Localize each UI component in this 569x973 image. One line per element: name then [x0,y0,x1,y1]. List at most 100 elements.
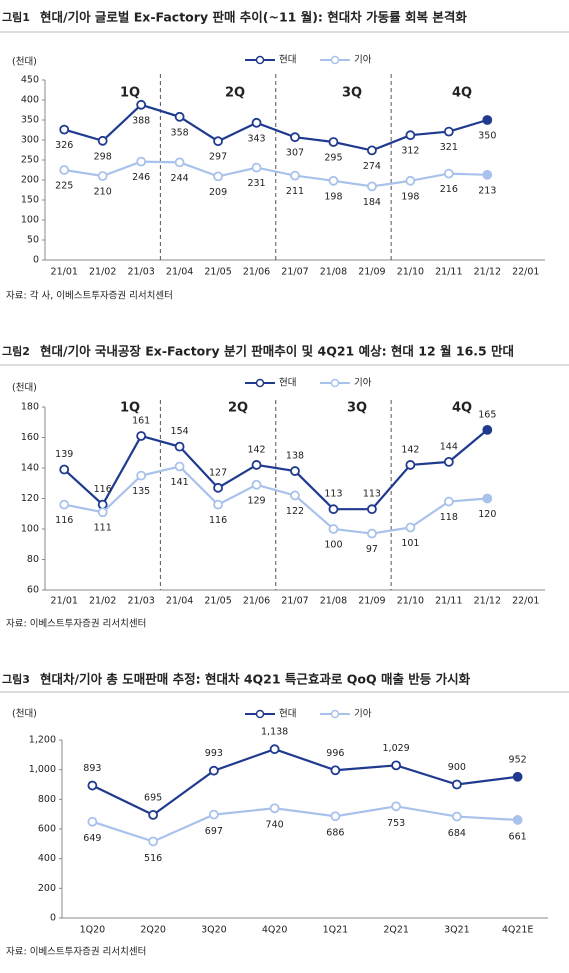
y-tick-label: 600 [38,824,56,835]
y-tick-label: 140 [21,463,39,474]
data-label: 686 [326,828,344,839]
data-label: 129 [247,495,265,506]
data-point [482,493,493,504]
data-label: 244 [171,173,189,184]
data-label: 111 [94,523,112,534]
data-point [512,771,523,782]
legend-marker [255,709,265,719]
quarter-label: 2Q [225,86,245,101]
y-tick-label: 800 [38,794,56,805]
x-tick-label: 21/11 [435,267,462,278]
data-point [59,464,70,475]
legend-label: 기아 [354,378,372,389]
x-tick-label: 21/02 [89,596,116,607]
data-label: 165 [478,409,496,420]
data-label: 952 [509,754,527,765]
data-point [451,811,462,822]
x-tick-label: 21/01 [51,596,78,607]
data-point [405,130,416,141]
data-point [443,168,454,179]
quarter-label: 4Q [452,86,472,101]
data-point [290,466,300,476]
y-axis-label: (천대) [12,57,37,68]
data-label: 350 [478,131,496,142]
data-label: 695 [144,792,162,803]
data-point [391,801,402,812]
y-tick-label: 200 [21,175,39,186]
x-tick-label: 21/08 [320,596,347,607]
data-point [251,162,262,173]
data-label: 246 [132,172,150,183]
legend-marker [330,378,340,388]
y-tick-label: 200 [38,883,56,894]
x-tick-label: 21/07 [281,267,308,278]
data-point [443,456,454,467]
data-label: 141 [171,477,189,488]
data-point [330,765,341,776]
data-label: 116 [94,484,112,495]
x-tick-label: 21/04 [166,596,193,607]
series-line [63,429,489,511]
series-line [91,748,518,817]
legend-marker [255,378,265,388]
data-label: 358 [171,127,189,138]
data-label: 516 [144,853,162,864]
x-tick-label: 4Q21E [502,925,534,936]
data-label: 127 [209,467,227,478]
x-tick-label: 21/10 [397,267,424,278]
data-label: 307 [286,148,304,159]
data-point [269,803,280,814]
data-point [512,815,523,825]
data-point [251,117,262,128]
data-point [251,479,262,490]
x-tick-label: 21/05 [204,596,231,607]
data-label: 893 [83,763,101,774]
data-label: 297 [209,152,227,163]
data-point [87,816,98,827]
data-point [213,171,223,182]
data-label: 142 [401,444,419,455]
data-label: 144 [440,441,458,452]
legend-marker [330,709,340,719]
x-tick-label: 3Q21 [444,925,470,936]
figure-label: 그림1 [2,11,30,24]
x-tick-label: 21/02 [89,267,116,278]
data-point [97,171,108,181]
data-label: 225 [55,181,73,192]
data-point [328,175,339,186]
source: 자료: 각 사, 이베스트투자증권 리서치센터 [6,290,173,302]
data-label: 343 [247,133,265,144]
legend-label: 현대 [279,55,296,66]
series-line [64,465,488,535]
data-label: 274 [363,161,381,172]
data-label: 649 [83,833,101,844]
data-label: 116 [55,515,73,526]
data-point [405,460,416,470]
series-line [64,160,488,188]
data-label: 154 [171,426,189,437]
x-tick-label: 21/01 [51,267,78,278]
y-tick-label: 300 [21,135,39,146]
data-label: 753 [387,818,405,829]
y-tick-label: 80 [27,554,39,565]
x-tick-label: 21/09 [358,267,385,278]
data-point [59,124,70,135]
data-label: 996 [326,748,344,759]
data-label: 209 [209,187,227,198]
data-label: 198 [324,191,342,202]
y-tick-label: 100 [21,524,39,535]
data-point [328,137,339,147]
y-axis-label: (천대) [12,709,37,720]
data-point [269,744,280,755]
x-tick-label: 21/03 [127,596,154,607]
data-point [208,765,219,776]
data-point [174,461,185,472]
data-point [367,504,377,515]
data-label: 101 [401,538,419,549]
data-point [136,470,147,481]
data-label: 100 [324,540,342,551]
data-point [136,431,147,441]
source: 자료: 이베스트투자증권 리서치센터 [6,618,146,630]
data-label: 900 [448,762,466,773]
